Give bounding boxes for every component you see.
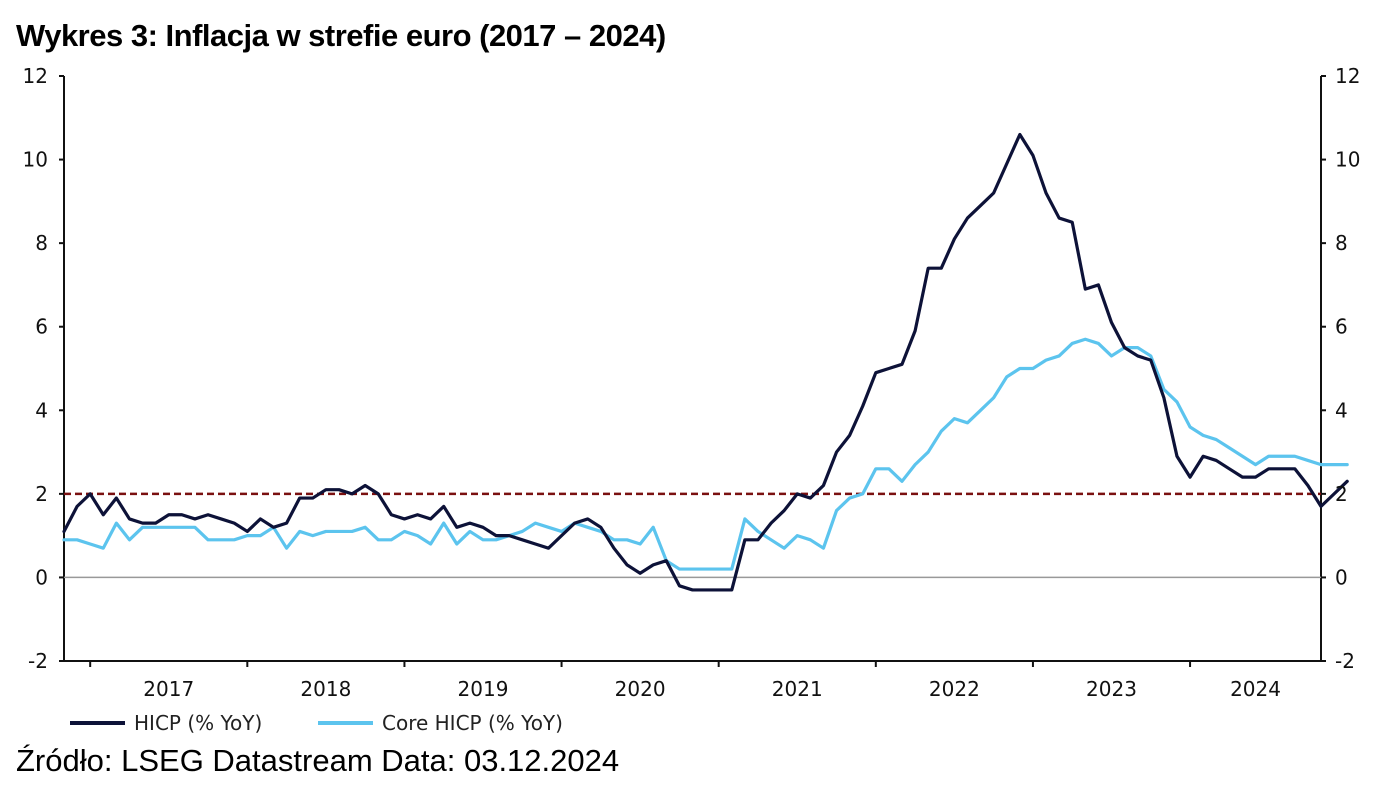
y-tick-label-left: 8 bbox=[35, 231, 48, 255]
y-tick-label-left: 6 bbox=[35, 315, 48, 339]
y-tick-label-right: 12 bbox=[1335, 64, 1360, 88]
chart-axes bbox=[63, 76, 1322, 662]
y-tick-label-left: 2 bbox=[35, 482, 48, 506]
x-tick-label: 2023 bbox=[1086, 677, 1137, 701]
y-tick-label-right: 8 bbox=[1335, 231, 1348, 255]
x-tick-label: 2019 bbox=[458, 677, 509, 701]
y-tick-label-left: -2 bbox=[28, 649, 48, 673]
y-tick-label-left: 12 bbox=[23, 64, 48, 88]
y-tick-label-right: 2 bbox=[1335, 482, 1348, 506]
chart-legend: HICP (% YoY) Core HICP (% YoY) bbox=[70, 711, 563, 735]
x-tick-label: 2022 bbox=[929, 677, 980, 701]
legend-item-hicp-label: HICP (% YoY) bbox=[134, 711, 262, 735]
x-tick-label: 2020 bbox=[615, 677, 666, 701]
x-tick-label: 2021 bbox=[772, 677, 823, 701]
core-hicp-series-line bbox=[62, 337, 1349, 571]
y-tick-label-left: 0 bbox=[35, 565, 48, 589]
chart-title: Wykres 3: Inflacja w strefie euro (2017 … bbox=[16, 18, 666, 53]
y-tick-label-right: -2 bbox=[1335, 649, 1355, 673]
y-tick-label-right: 4 bbox=[1335, 398, 1348, 422]
hicp-series-line bbox=[62, 132, 1349, 592]
inflation-chart: -2 0 2 4 6 8 10 12 -2 0 2 4 6 8 10 12 2017 2018 2019 2020… bbox=[23, 64, 1361, 735]
x-tick-label: 2024 bbox=[1230, 677, 1281, 701]
y-tick-label-right: 6 bbox=[1335, 315, 1348, 339]
source-note: Źródło: LSEG Datastream Data: 03.12.2024 bbox=[16, 743, 620, 778]
reference-lines bbox=[64, 492, 1321, 579]
y-tick-label-right: 10 bbox=[1335, 148, 1360, 172]
series-layer bbox=[62, 132, 1349, 592]
x-axis-ticks: 2017 2018 2019 2020 2021 2022 2023 2024 bbox=[89, 661, 1281, 701]
x-tick-label: 2017 bbox=[143, 677, 194, 701]
y-tick-label-right: 0 bbox=[1335, 565, 1348, 589]
y-axis-right-ticks: -2 0 2 4 6 8 10 12 bbox=[1321, 64, 1360, 673]
legend-item-core-hicp-label: Core HICP (% YoY) bbox=[382, 711, 563, 735]
y-tick-label-left: 4 bbox=[35, 398, 48, 422]
x-tick-label: 2018 bbox=[300, 677, 351, 701]
y-tick-label-left: 10 bbox=[23, 148, 48, 172]
y-axis-left-ticks: -2 0 2 4 6 8 10 12 bbox=[23, 64, 64, 673]
